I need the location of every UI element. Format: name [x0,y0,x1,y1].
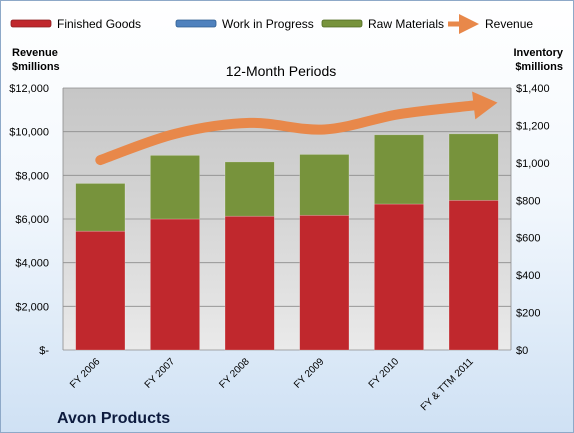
left-axis-title-line2: $millions [12,61,60,73]
right-axis-ticks: $0 $200 $400 $600 $800 $1,000 $1,200 $1,400 [516,83,550,357]
company-name: Avon Products [57,410,170,427]
legend-label-work-in-progress: Work in Progress [222,17,314,31]
left-tick-label: $6,000 [15,214,49,226]
legend: Finished Goods Work in Progress Raw Mate… [10,14,533,34]
bar-raw-materials [150,155,200,220]
x-tick-label: FY 2010 [367,356,402,391]
revenue-arrowhead [472,91,498,120]
bar-stacks [75,133,499,351]
bar-finished-goods [150,218,200,351]
legend-swatch-work-in-progress [175,19,217,28]
x-tick-label: FY 2006 [68,356,103,391]
bar-finished-goods [224,215,275,351]
bar-raw-materials [224,161,275,217]
left-tick-label: $8,000 [15,170,49,182]
gridlines [62,87,512,351]
right-axis-title-line1: Inventory [513,47,563,59]
legend-label-finished-goods: Finished Goods [57,17,141,31]
right-axis-title-line2: $millions [515,61,563,73]
legend-label-revenue: Revenue [485,17,533,31]
legend-swatch-finished-goods [10,19,52,28]
left-tick-label: $2,000 [15,301,49,313]
right-tick-label: $800 [516,195,540,207]
right-tick-label: $400 [516,270,540,282]
left-axis-ticks: $- $2,000 $4,000 $6,000 $8,000 $10,000 $12,000 [9,83,49,357]
revenue-line-path [95,100,479,166]
bar-raw-materials [448,133,499,201]
bar-finished-goods [299,214,350,351]
x-tick-label: FY 2009 [292,356,327,391]
revenue-line [95,91,498,166]
right-tick-label: $1,200 [516,120,550,132]
right-tick-label: $600 [516,233,540,245]
right-tick-label: $1,400 [516,83,550,95]
right-tick-label: $1,000 [516,158,550,170]
bar-raw-materials [374,134,424,205]
legend-swatch-raw-materials [321,19,363,28]
bar-finished-goods [75,230,126,351]
left-tick-label: $12,000 [9,83,49,95]
bar-finished-goods [448,199,499,351]
bar-raw-materials [75,183,126,232]
x-tick-label: FY 2007 [143,356,178,391]
legend-label-raw-materials: Raw Materials [368,17,444,31]
x-tick-label: FY & TTM 2011 [419,356,476,413]
right-tick-label: $200 [516,308,540,320]
right-tick-label: $0 [516,345,528,357]
left-axis-title-line1: Revenue [12,47,58,59]
bar-raw-materials [299,154,350,216]
x-axis-ticks: FY 2006 FY 2007 FY 2008 FY 2009 FY 2010 FY & … [68,356,476,413]
left-tick-label: $- [39,345,49,357]
chart-subtitle: 12-Month Periods [226,63,337,79]
left-tick-label: $4,000 [15,258,49,270]
x-tick-label: FY 2008 [217,356,252,391]
bar-finished-goods [374,203,424,351]
left-tick-label: $10,000 [9,127,49,139]
